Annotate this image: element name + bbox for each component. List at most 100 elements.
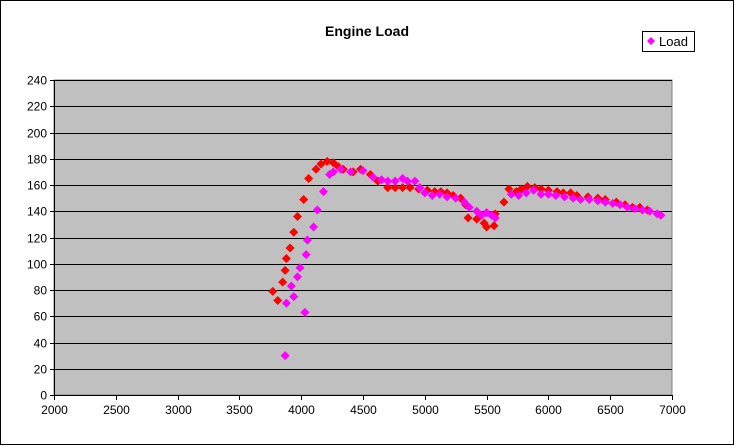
data-point-load [459, 197, 469, 207]
data-point-series2 [383, 183, 393, 193]
x-tick-label: 3000 [165, 403, 192, 417]
data-point-load [410, 176, 420, 186]
data-point-load [623, 202, 633, 212]
x-tick-label: 7000 [659, 403, 686, 417]
data-point-load [506, 189, 516, 199]
data-point-series2 [299, 194, 309, 204]
x-tick-label: 6500 [597, 403, 624, 417]
data-point-series2 [536, 184, 546, 194]
data-point-load [302, 235, 312, 245]
data-point-load [309, 222, 319, 232]
x-tick-label: 4000 [288, 403, 315, 417]
data-point-load [295, 263, 305, 273]
data-point-load [593, 196, 603, 206]
data-point-load [312, 205, 322, 215]
data-point-load [383, 176, 393, 186]
data-point-load [415, 183, 425, 193]
data-point-series2 [489, 221, 499, 231]
y-tick-label: 0 [40, 389, 47, 403]
data-point-series2 [285, 243, 295, 253]
data-point-load [529, 185, 539, 195]
data-point-series2 [390, 183, 400, 193]
data-point-series2 [289, 227, 299, 237]
y-tick-label: 160 [27, 179, 47, 193]
data-point-load [608, 198, 618, 208]
legend-box [642, 31, 695, 52]
x-tick-label: 4500 [350, 403, 377, 417]
data-point-load [559, 192, 569, 202]
data-point-load [300, 307, 310, 317]
data-point-series2 [504, 184, 514, 194]
y-tick-label: 80 [34, 284, 48, 298]
y-tick-label: 220 [27, 100, 47, 114]
data-point-load [521, 188, 531, 198]
data-point-load [536, 189, 546, 199]
x-tick-label: 2500 [103, 403, 130, 417]
data-point-series2 [278, 277, 288, 287]
data-point-load [286, 281, 296, 291]
data-point-series2 [281, 254, 291, 263]
data-point-load [301, 250, 311, 260]
data-point-load [336, 164, 346, 174]
y-tick-label: 100 [27, 258, 47, 272]
data-point-load [656, 210, 666, 220]
data-point-load [402, 176, 412, 186]
data-point-load [435, 189, 445, 199]
data-point-series2 [304, 173, 314, 183]
x-tick-label: 5500 [474, 403, 501, 417]
data-point-load [318, 187, 328, 197]
data-point-series2 [482, 222, 492, 232]
data-point-load [346, 167, 356, 177]
data-point-load [442, 192, 452, 202]
y-tick-label: 180 [27, 153, 47, 167]
data-point-load [292, 272, 302, 282]
legend-marker-load [647, 37, 655, 45]
x-tick-label: 5000 [412, 403, 439, 417]
data-point-load [281, 298, 291, 308]
x-tick-label: 3500 [226, 403, 253, 417]
data-point-series2 [499, 197, 509, 207]
data-point-load [630, 204, 640, 214]
data-point-series2 [273, 296, 283, 305]
data-point-series2 [322, 156, 332, 166]
data-point-series2 [522, 181, 532, 191]
data-point-load [543, 189, 553, 199]
y-tick-label: 40 [34, 337, 48, 351]
data-point-series2 [280, 265, 290, 275]
y-tick-label: 20 [34, 363, 48, 377]
data-point-load [637, 205, 647, 215]
data-point-load [568, 193, 578, 203]
data-point-load [490, 213, 500, 223]
legend: Load [642, 31, 695, 52]
data-point-load [551, 191, 561, 200]
x-tick-label: 2000 [41, 403, 68, 417]
plot-area [53, 79, 673, 396]
data-point-load [328, 167, 338, 177]
chart-title: Engine Load [325, 23, 409, 39]
x-tick-label: 6000 [535, 403, 562, 417]
data-point-load [464, 202, 474, 212]
data-point-load [584, 194, 594, 204]
data-point-series2 [398, 183, 408, 193]
data-point-series2 [463, 213, 473, 223]
data-point-load [358, 166, 368, 176]
y-tick-label: 120 [27, 232, 47, 246]
data-point-load [615, 200, 625, 210]
data-point-load [514, 191, 524, 200]
data-point-load [280, 351, 290, 361]
y-tick-label: 240 [27, 74, 47, 88]
data-point-load [420, 188, 430, 198]
data-point-load [451, 193, 461, 203]
data-point-series2 [311, 164, 321, 174]
y-tick-label: 140 [27, 205, 47, 219]
legend-label-load: Load [659, 34, 688, 49]
data-point-series2 [268, 286, 278, 296]
data-point-load [645, 206, 655, 216]
data-point-load [377, 175, 387, 185]
data-point-load [368, 172, 378, 182]
data-point-load [289, 292, 299, 302]
data-point-load [600, 197, 610, 207]
data-point-load [427, 191, 437, 200]
data-point-series2 [292, 212, 302, 221]
